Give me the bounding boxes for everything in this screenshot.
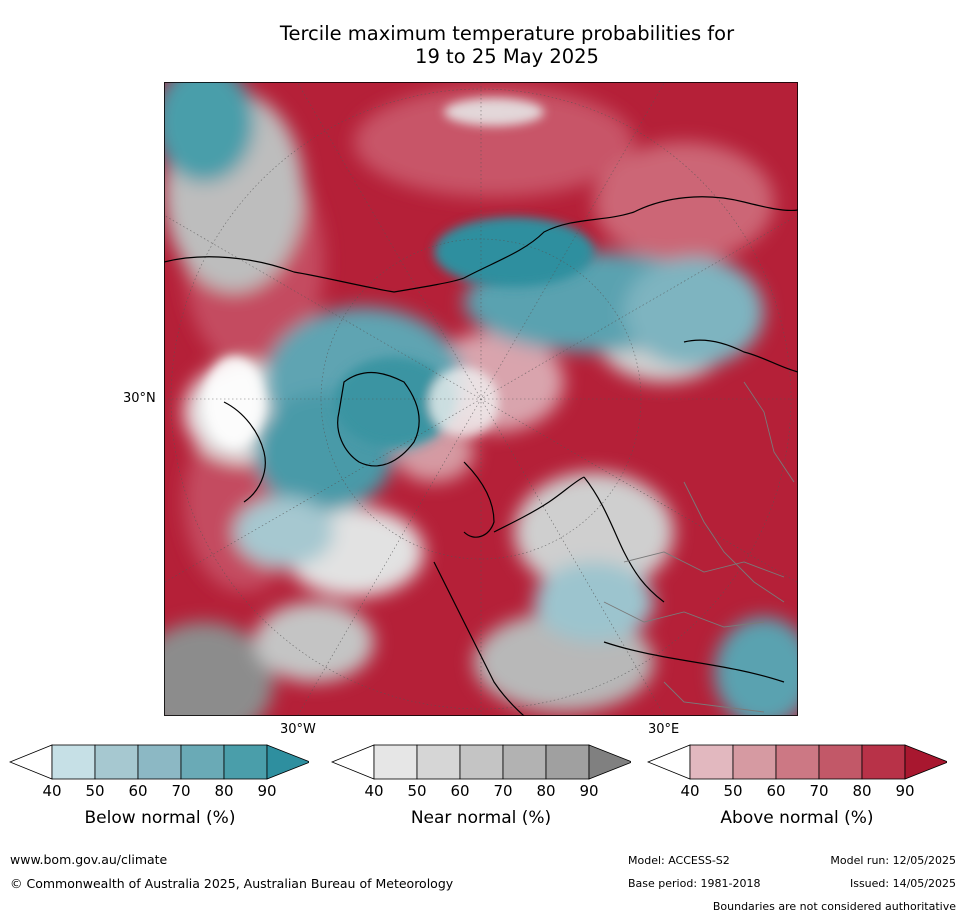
colorbar-upper-extension [904,744,947,780]
colorbar-tick-label: 60 [450,782,470,800]
colorbar-tick-label: 40 [42,782,62,800]
footer-issued: Issued: 14/05/2025 [849,877,956,890]
colorbar-segment [732,744,777,780]
colorbar-tick-label: 60 [766,782,786,800]
colorbar-segment [416,744,461,780]
near-normal-label: Near normal (%) [410,808,552,828]
below-normal-label: Below normal (%) [84,808,236,828]
country-boundaries [603,381,795,713]
colorbar-segment [502,744,547,780]
colorbar-upper-extension [266,744,309,780]
colorbar-segment [689,744,734,780]
title-line-1: Tercile maximum temperature probabilitie… [279,22,735,45]
colorbar-tick-label: 80 [214,782,234,800]
colorbar-tick-label: 90 [895,782,915,800]
colorbar-tick-label: 70 [809,782,829,800]
colorbar-tick-label: 40 [680,782,700,800]
colorbar-tick-label: 70 [171,782,191,800]
colorbar-upper-extension [588,744,631,780]
footer-model-run: Model run: 12/05/2025 [830,854,956,867]
colorbar-tick-label: 50 [407,782,427,800]
colorbar-near-normal-graphic [331,744,631,780]
colorbar-lower-extension [9,744,53,780]
title-line-2: 19 to 25 May 2025 [415,45,599,68]
lat-label-30n: 30°N [123,391,156,406]
footer-disclaimer: Boundaries are not considered authoritat… [712,900,956,913]
colorbar-tick-label: 90 [579,782,599,800]
colorbar-segment [861,744,906,780]
colorbar-segment [459,744,504,780]
colorbar-segment [223,744,268,780]
colorbar-segment [775,744,820,780]
colorbar-segment [818,744,863,780]
colorbar-tick-label: 50 [85,782,105,800]
lon-label-30e: 30°E [648,722,680,737]
colorbar-above-normal-graphic [647,744,947,780]
colorbar-tick-label: 80 [852,782,872,800]
colorbar-above-normal [647,744,947,780]
coastlines [164,196,798,716]
colorbar-segment [545,744,590,780]
footer-base-period: Base period: 1981-2018 [628,877,761,890]
lon-label-30w: 30°W [280,722,316,737]
map-title: Tercile maximum temperature probabilitie… [160,22,854,68]
colorbar-below-normal [9,744,309,780]
colorbar-segment [373,744,418,780]
footer-url: www.bom.gov.au/climate [10,852,168,867]
colorbar-tick-label: 60 [128,782,148,800]
colorbar-segment [51,744,96,780]
colorbar-tick-label: 40 [364,782,384,800]
colorbar-below-normal-graphic [9,744,309,780]
colorbar-near-normal [331,744,631,780]
graticule [164,82,798,716]
map-graphic [164,82,798,716]
colorbar-tick-label: 50 [723,782,743,800]
probability-map [164,82,798,716]
colorbar-segment [94,744,139,780]
above-normal-label: Above normal (%) [720,808,874,828]
footer-copyright: © Commonwealth of Australia 2025, Austra… [10,876,454,891]
colorbar-tick-label: 80 [536,782,556,800]
colorbar-segment [137,744,182,780]
colorbar-lower-extension [647,744,691,780]
colorbar-tick-label: 90 [257,782,277,800]
colorbar-segment [180,744,225,780]
colorbar-lower-extension [331,744,375,780]
footer-model: Model: ACCESS-S2 [628,854,730,867]
colorbar-tick-label: 70 [493,782,513,800]
